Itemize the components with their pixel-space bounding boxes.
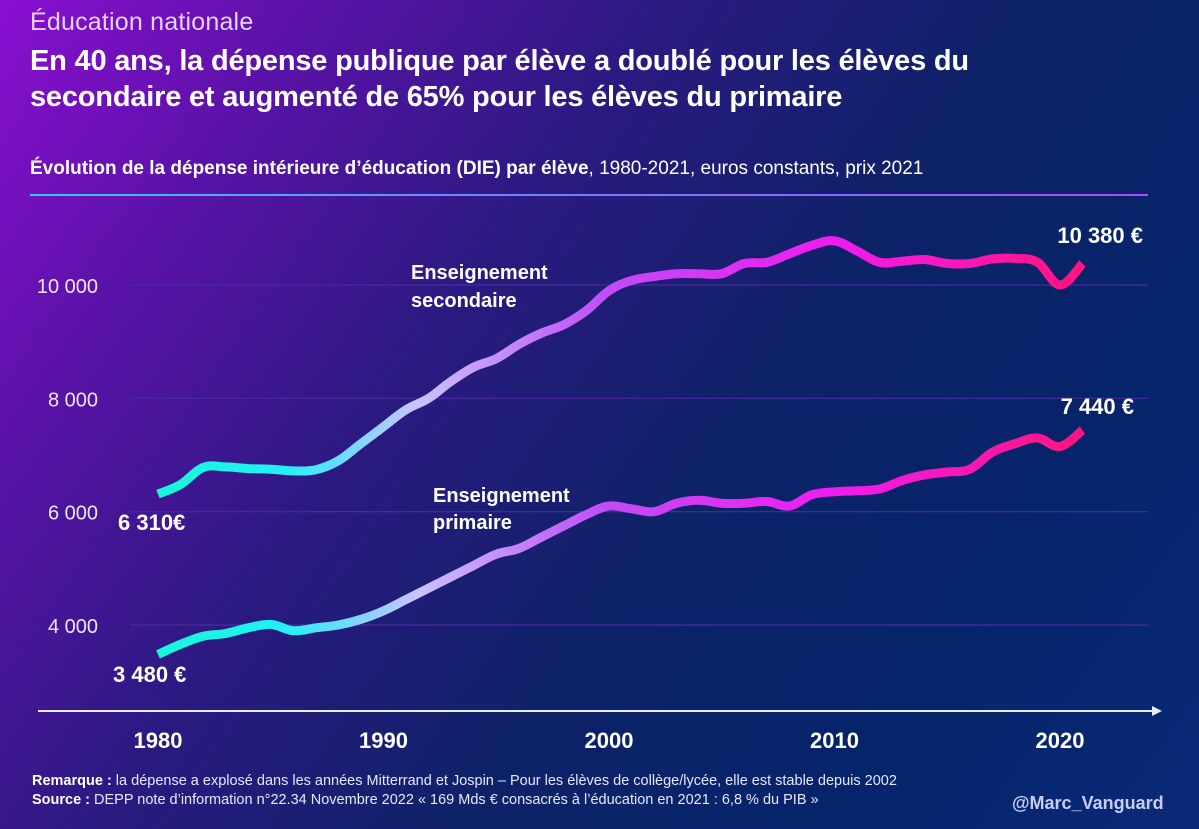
y-tick-label: 8 000 [48, 389, 98, 411]
chart-subtitle: Évolution de la dépense intérieure d’édu… [30, 158, 923, 180]
source-text: DEPP note d’information n°22.34 Novembre… [90, 792, 819, 808]
remark-text: la dépense a explosé dans les années Mit… [111, 773, 897, 789]
kicker: Éducation nationale [30, 8, 254, 36]
end-value-label-primaire: 7 440 € [1061, 394, 1134, 419]
y-tick-label: 6 000 [48, 503, 98, 525]
end-value-label-secondaire: 10 380 € [1057, 223, 1143, 248]
x-tick-label: 2020 [1036, 728, 1085, 753]
x-tick-label: 1990 [359, 728, 408, 753]
subtitle-divider [30, 194, 1148, 196]
headline-line-1: En 40 ans, la dépense publique par élève… [30, 45, 969, 77]
series-label-primaire-line2: primaire [433, 512, 512, 534]
gridlines [130, 284, 1148, 626]
x-axis-arrow-icon [1152, 706, 1162, 716]
series-label-primaire-line1: Enseignement [433, 485, 570, 507]
x-axis [38, 706, 1162, 716]
remark-line: Remarque : la dépense a explosé dans les… [32, 772, 897, 791]
source-line: Source : DEPP note d’information n°22.34… [32, 791, 897, 810]
series-label-secondaire-line1: Enseignement [411, 262, 548, 284]
remark-label: Remarque : [32, 773, 112, 789]
series-annotations: 6 310€ 3 480 € 10 380 € 7 440 € Enseignement… [113, 223, 1143, 687]
series-lines [156, 236, 1086, 659]
series-label-secondaire-line2: secondaire [411, 290, 517, 312]
series-line-primaire [156, 426, 1086, 659]
x-tick-label: 1980 [134, 728, 183, 753]
subtitle-rest: , 1980-2021, euros constants, prix 2021 [588, 158, 924, 179]
source-label: Source : [32, 792, 91, 808]
author-handle: @Marc_Vanguard [1012, 793, 1164, 813]
series-line-secondaire [156, 236, 1086, 499]
y-tick-label: 4 000 [48, 616, 98, 638]
start-value-label-primaire: 3 480 € [113, 662, 186, 687]
y-axis-labels: 4 000 6 000 8 000 10 000 [37, 276, 98, 638]
start-value-label-secondaire: 6 310€ [118, 510, 185, 535]
x-tick-label: 2010 [810, 728, 859, 753]
header: Éducation nationale En 40 ans, la dépens… [30, 8, 1159, 115]
headline-line-2: secondaire et augmenté de 65% pour les é… [30, 81, 843, 113]
x-tick-label: 2000 [585, 728, 634, 753]
footer: Remarque : la dépense a explosé dans les… [32, 772, 897, 810]
subtitle-bold: Évolution de la dépense intérieure d’édu… [30, 158, 589, 179]
chart-headline: En 40 ans, la dépense publique par élève… [30, 43, 1159, 115]
y-tick-label: 10 000 [37, 276, 98, 298]
x-axis-labels: 1980 1990 2000 2010 2020 [134, 728, 1085, 753]
